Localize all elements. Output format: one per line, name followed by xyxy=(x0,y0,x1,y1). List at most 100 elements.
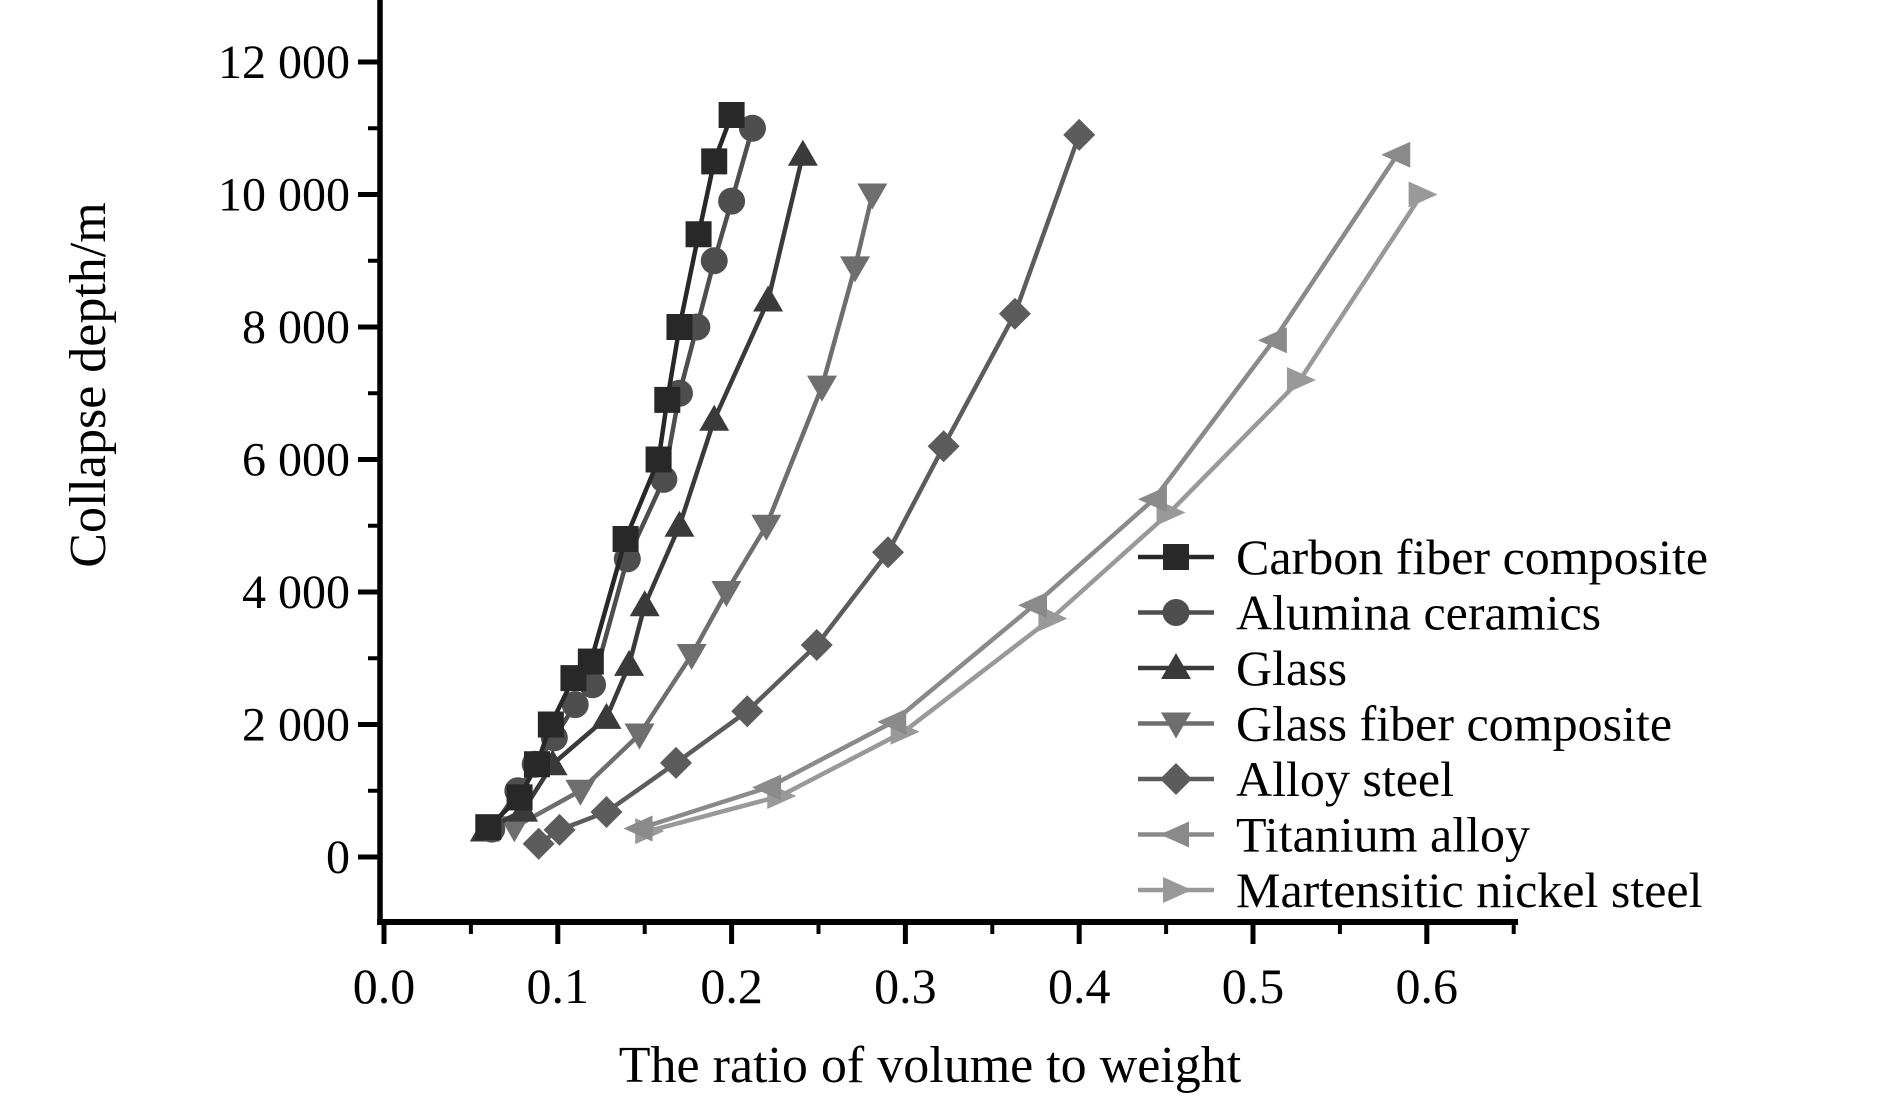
series-titanium-alloy xyxy=(623,141,1411,842)
legend-label: Alumina ceramics xyxy=(1236,585,1601,641)
series-alloy-steel xyxy=(522,118,1096,860)
y-tick-label: 10 000 xyxy=(218,169,350,222)
data-point-marker xyxy=(659,746,692,779)
y-tick-label: 4 000 xyxy=(242,566,350,619)
data-point-marker xyxy=(1137,486,1167,513)
legend-entry: Alloy steel xyxy=(1138,751,1454,807)
x-tick-label: 0.3 xyxy=(874,958,937,1014)
data-point-marker xyxy=(654,386,681,413)
data-point-marker xyxy=(701,148,728,175)
data-series xyxy=(469,102,1438,860)
y-tick-label: 0 xyxy=(326,831,350,884)
x-tick-label: 0.0 xyxy=(353,958,416,1014)
data-point-marker xyxy=(676,643,707,670)
legend-entry: Carbon fiber composite xyxy=(1138,529,1708,585)
data-point-marker xyxy=(1018,592,1048,619)
legend-label: Glass xyxy=(1236,640,1347,696)
series-glass-fiber-composite xyxy=(499,183,888,843)
data-point-marker xyxy=(499,816,530,843)
y-tick-label: 6 000 xyxy=(242,434,350,487)
x-tick-label: 0.1 xyxy=(527,958,590,1014)
data-point-marker xyxy=(800,629,833,661)
x-tick-label: 0.5 xyxy=(1222,958,1285,1014)
legend-label: Carbon fiber composite xyxy=(1236,529,1708,585)
legend-diamond-swatch xyxy=(1160,763,1192,795)
data-point-marker xyxy=(718,187,746,215)
data-point-marker xyxy=(877,708,907,735)
data-point-marker xyxy=(1063,118,1096,151)
legend-entry: Glass xyxy=(1138,640,1347,696)
y-tick-label: 12 000 xyxy=(218,36,350,89)
data-point-marker xyxy=(927,430,960,463)
data-point-marker xyxy=(591,702,622,729)
data-point-marker xyxy=(577,648,604,675)
data-point-marker xyxy=(645,446,672,473)
series-line xyxy=(513,193,875,830)
legend-label: Alloy steel xyxy=(1236,751,1454,807)
x-tick-label: 0.6 xyxy=(1396,958,1459,1014)
data-point-marker xyxy=(561,691,589,719)
legend-entry: Titanium alloy xyxy=(1138,807,1530,863)
data-point-marker xyxy=(664,510,695,537)
data-point-marker xyxy=(590,795,623,828)
data-point-marker xyxy=(738,114,766,142)
data-point-marker xyxy=(839,256,870,283)
data-point-marker xyxy=(1408,181,1438,208)
data-point-marker xyxy=(522,827,555,860)
data-point-marker xyxy=(998,297,1031,330)
legend-circle-swatch xyxy=(1162,599,1190,626)
data-point-marker xyxy=(565,779,596,806)
x-tick-label: 0.4 xyxy=(1048,958,1111,1014)
legend-triangle-right-swatch xyxy=(1163,877,1192,903)
data-point-marker xyxy=(806,375,837,402)
data-point-marker xyxy=(624,723,655,750)
data-point-marker xyxy=(523,751,550,778)
x-tick-label: 0.2 xyxy=(700,958,763,1014)
x-axis-title: The ratio of volume to weight xyxy=(619,1037,1242,1094)
series-carbon-fiber-composite xyxy=(475,102,745,841)
data-point-marker xyxy=(1381,141,1411,168)
data-point-marker xyxy=(787,139,818,166)
data-point-marker xyxy=(475,814,502,841)
series-line xyxy=(483,154,806,833)
data-point-marker xyxy=(537,711,564,738)
data-point-marker xyxy=(753,285,784,312)
legend-entry: Martensitic nickel steel xyxy=(1138,862,1703,918)
legend-triangle-up-swatch xyxy=(1161,653,1191,679)
legend-triangle-left-swatch xyxy=(1160,821,1189,848)
data-point-marker xyxy=(629,590,660,617)
data-point-marker xyxy=(718,102,745,128)
data-point-marker xyxy=(614,649,645,676)
data-point-marker xyxy=(1257,327,1287,354)
legend-label: Glass fiber composite xyxy=(1236,696,1672,752)
data-point-marker xyxy=(685,221,712,248)
data-point-marker xyxy=(650,465,678,493)
data-point-marker xyxy=(612,526,639,552)
data-point-marker xyxy=(666,314,693,340)
data-point-marker xyxy=(1286,367,1316,393)
data-point-marker xyxy=(543,813,576,846)
series-line xyxy=(489,127,755,831)
legend-label: Martensitic nickel steel xyxy=(1236,862,1703,918)
y-axis-title: Collapse depth/m xyxy=(60,202,117,567)
data-point-marker xyxy=(700,247,728,275)
data-point-marker xyxy=(751,514,782,541)
data-point-marker xyxy=(623,815,653,842)
data-point-marker xyxy=(506,784,533,811)
data-point-marker xyxy=(857,183,888,210)
legend-square-swatch xyxy=(1163,544,1189,570)
y-tick-label: 8 000 xyxy=(242,301,350,354)
axes: 0.0 0.1 0.2 0.3 0.4 0.5 0.6 0 2 000 4 000 6 000 8 0… xyxy=(218,0,1518,1014)
legend-triangle-down-swatch xyxy=(1161,712,1191,739)
data-point-marker xyxy=(872,536,905,569)
data-point-marker xyxy=(711,581,742,607)
legend-entry: Alumina ceramics xyxy=(1138,585,1601,641)
legend-label: Titanium alloy xyxy=(1236,807,1530,863)
legend-entry: Glass fiber composite xyxy=(1138,696,1672,752)
series-alumina-ceramics xyxy=(478,114,766,843)
series-line xyxy=(537,134,1082,846)
data-point-marker xyxy=(731,695,764,728)
